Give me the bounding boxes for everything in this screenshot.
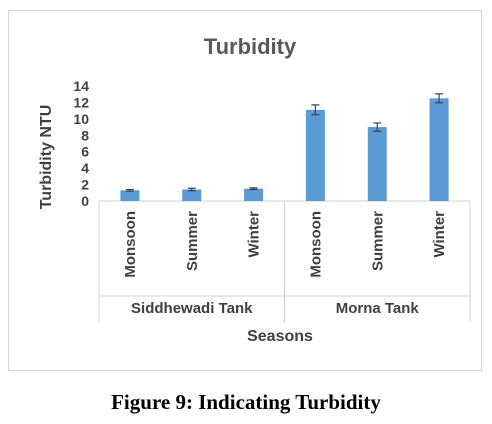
y-tick-label: 10	[73, 111, 89, 127]
bar	[305, 109, 325, 201]
y-tick-label: 8	[81, 127, 89, 143]
category-label: Summer	[369, 211, 386, 271]
y-tick-label: 2	[81, 177, 89, 193]
chart-title: Turbidity	[204, 34, 297, 59]
category-label: Monsoon	[307, 211, 324, 278]
group-label: Morna Tank	[336, 300, 420, 317]
turbidity-chart: Turbidity Turbidity NTU Seasons 02468101…	[38, 34, 471, 345]
x-axis-title: Seasons	[247, 328, 313, 345]
bar	[244, 188, 264, 201]
chart-frame: Turbidity Turbidity NTU Seasons 0 2 4 6 8 10 1…	[8, 10, 482, 371]
category-label: Monsoon	[122, 211, 139, 278]
bar	[120, 190, 140, 201]
y-tick-label: 6	[81, 144, 89, 160]
category-label: Summer	[184, 211, 201, 271]
group-label: Siddhewadi Tank	[131, 300, 253, 317]
y-tick-label: 4	[81, 160, 89, 176]
y-tick-label: 14	[73, 78, 89, 94]
y-axis-title: Turbidity NTU	[38, 105, 55, 210]
category-label: Winter	[431, 211, 448, 258]
y-tick-label: 12	[73, 94, 89, 110]
y-tick-label: 0	[81, 193, 89, 209]
bar	[182, 189, 202, 201]
bar	[429, 98, 449, 201]
category-label: Winter	[246, 211, 263, 258]
figure-caption: Figure 9: Indicating Turbidity	[111, 390, 381, 414]
bar	[367, 127, 387, 201]
